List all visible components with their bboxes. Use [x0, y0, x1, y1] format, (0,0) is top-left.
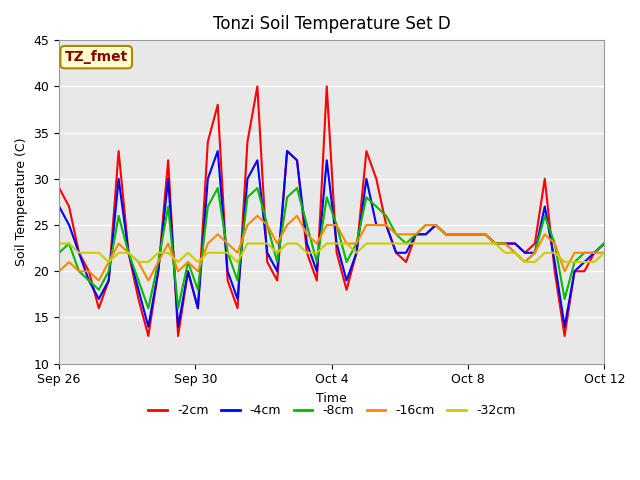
- Legend: -2cm, -4cm, -8cm, -16cm, -32cm: -2cm, -4cm, -8cm, -16cm, -32cm: [143, 399, 520, 422]
- X-axis label: Time: Time: [316, 392, 347, 405]
- Y-axis label: Soil Temperature (C): Soil Temperature (C): [15, 138, 28, 266]
- Text: TZ_fmet: TZ_fmet: [65, 50, 128, 64]
- Title: Tonzi Soil Temperature Set D: Tonzi Soil Temperature Set D: [213, 15, 451, 33]
